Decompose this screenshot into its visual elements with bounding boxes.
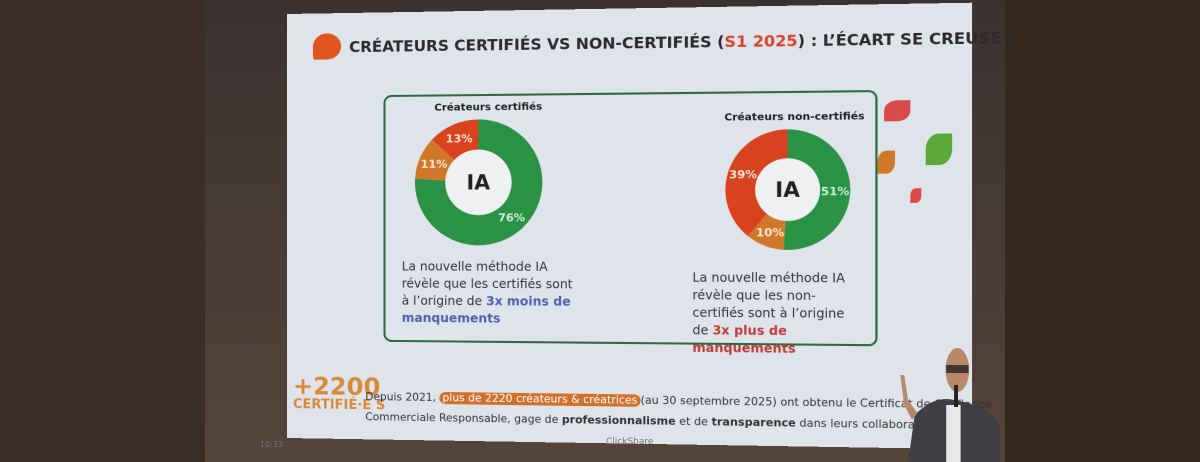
non-certified-description: La nouvelle méthode IA révèle que les no…: [692, 270, 845, 356]
donut-slice-label: 39%: [729, 168, 757, 182]
non-certified-donut: 51% 10% 39% IA: [725, 128, 851, 251]
room-left: [0, 0, 205, 462]
logo-icon: [312, 33, 342, 60]
non-certified-label: Créateurs non-certifiés: [724, 111, 865, 124]
donut-hole: [755, 158, 821, 221]
donut-hole: [445, 149, 512, 216]
certified-description: La nouvelle méthode IA révèle que les ce…: [401, 259, 573, 326]
leaf-decoration: [884, 100, 911, 122]
slide-title: CRÉATEURS CERTIFIÉS VS NON-CERTIFIÉS (S1…: [349, 28, 1016, 57]
certified-label: Créateurs certifiés: [434, 101, 543, 114]
donut-slice: [414, 118, 543, 246]
donut-slice-label: 13%: [446, 132, 473, 145]
donut-slice-label: 76%: [498, 211, 525, 224]
donut-center-label: IA: [467, 170, 491, 194]
presentation-slide: CRÉATEURS CERTIFIÉS VS NON-CERTIFIÉS (S1…: [287, 2, 1015, 450]
certified-donut: 76% 11% 13% IA: [414, 118, 543, 246]
comparison-box: Créateurs certifiés 76% 11% 13% IA La nouve…: [383, 90, 878, 356]
screen-brand: ClickShare: [606, 437, 654, 447]
donut-slice-label: 11%: [421, 157, 448, 170]
donut-slice: [415, 139, 455, 181]
donut-center-label: IA: [775, 177, 800, 202]
leaf-decoration: [925, 133, 953, 166]
donut-slice: [783, 128, 851, 251]
donut-slice-label: 10%: [756, 226, 784, 240]
donut-slice-label: 51%: [821, 185, 850, 199]
leaf-decoration: [910, 188, 922, 203]
donut-slice: [725, 129, 788, 237]
room-right: [1005, 0, 1200, 462]
presenter: [900, 348, 1000, 462]
leaf-decoration: [877, 150, 896, 174]
screen-clock: 10:33: [260, 440, 284, 449]
